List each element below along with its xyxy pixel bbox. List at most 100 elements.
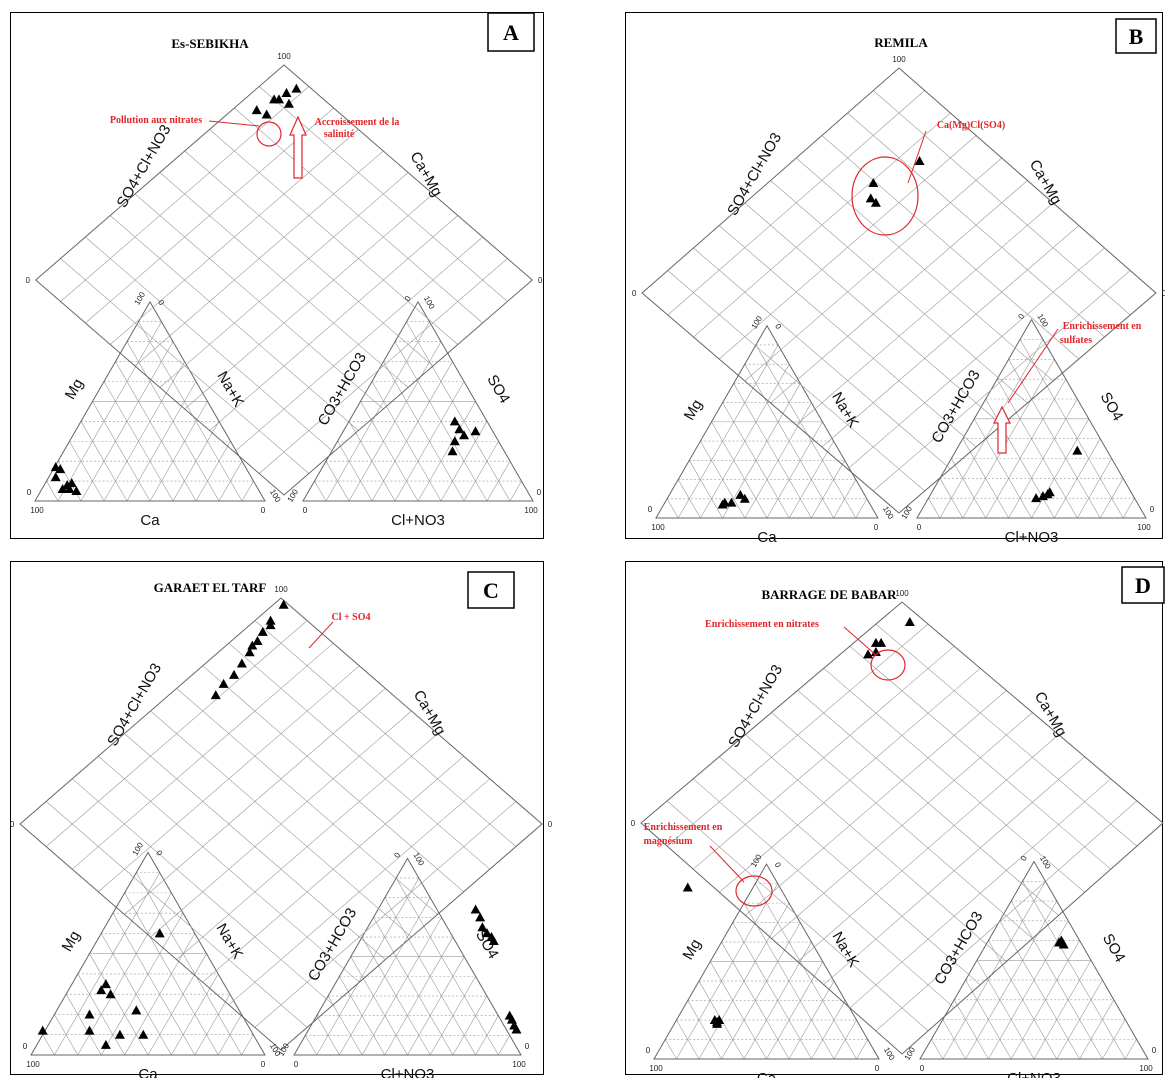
annotation-camgcl: Ca(Mg)Cl(SO4) [937, 120, 1005, 131]
cation-point [84, 1025, 95, 1035]
piper-diagram-b: REMILA B SO4+Cl+NO3 Ca+Mg Mg Na+K Ca CO3+HCO3 SO… [632, 18, 1165, 546]
tick-cation-top-zero: 0 [156, 298, 166, 307]
cation-point [105, 989, 116, 999]
tick-anion-right-zero: 0 [1150, 505, 1155, 514]
tick-cation-bottom-left: 100 [651, 523, 665, 532]
tick-anion-bottom-left: 0 [920, 1064, 925, 1073]
anion-point [511, 1024, 522, 1034]
tick-anion-left-100: 100 [286, 487, 301, 504]
anion-point [1044, 487, 1055, 497]
anion-triangle-d [919, 860, 1149, 1060]
tick-anion-top-zero: 0 [1016, 312, 1026, 321]
anion-point [477, 922, 488, 932]
diamond-point [278, 599, 289, 609]
diamond-d [640, 601, 1164, 1055]
tick-cation-top-zero: 0 [154, 849, 164, 858]
tick-cation-top: 100 [749, 852, 764, 869]
diamond-c [19, 597, 543, 1051]
diamond-point [904, 617, 915, 627]
anion-point [1072, 445, 1083, 455]
panel-letter-d: D [1135, 573, 1151, 598]
anion-point [459, 430, 469, 440]
panel-letter-box-b [1115, 18, 1157, 54]
tick-diamond-left: 0 [10, 820, 15, 829]
diamond-point [218, 678, 229, 688]
anion-point [1054, 937, 1065, 947]
tick-diamond-top: 100 [895, 589, 909, 598]
tick-anion-bottom-left: 0 [294, 1060, 299, 1069]
annotation-salinity-2: salinité [324, 129, 355, 140]
diamond-point [870, 647, 881, 657]
label-anion-bottom: Cl+NO3 [1005, 529, 1059, 546]
tick-cation-left-zero: 0 [648, 505, 653, 514]
diamond-point [265, 615, 276, 625]
cation-point [154, 928, 165, 938]
piper-panel-b: REMILA B SO4+Cl+NO3 Ca+Mg Mg Na+K Ca CO3+HCO3 SO… [625, 12, 1165, 546]
piper-panel-d: BARRAGE DE BABAR D SO4+Cl+NO3 Ca+Mg Mg Na+K Ca… [625, 561, 1165, 1078]
cation-point [84, 1009, 95, 1019]
tick-cation-bottom-left: 100 [30, 506, 44, 515]
tick-diamond-top: 100 [277, 52, 291, 61]
tick-diamond-top: 100 [274, 585, 288, 594]
tick-diamond-left: 0 [26, 276, 31, 285]
diamond-point [247, 640, 258, 650]
anion-point [475, 912, 486, 922]
anion-triangle-a [302, 300, 534, 502]
label-diamond-right: Ca+Mg [1026, 157, 1065, 208]
diamond-point [283, 98, 294, 108]
label-cation-right: Na+K [828, 389, 862, 430]
cation-point [131, 1005, 142, 1015]
cation-point [682, 882, 693, 892]
annotation-nitrates: Pollution aux nitrates [110, 115, 202, 126]
tick-anion-right-zero: 0 [525, 1042, 530, 1051]
diamond-point [261, 109, 272, 119]
arrow-up-icon [993, 405, 1011, 454]
tick-cation-left-zero: 0 [27, 488, 32, 497]
label-anion-bottom: Cl+NO3 [381, 1066, 435, 1078]
anion-point [470, 426, 481, 436]
tick-cation-left-zero: 0 [23, 1042, 28, 1051]
diamond-b [641, 67, 1157, 514]
label-anion-bottom: Cl+NO3 [1007, 1070, 1061, 1078]
label-cation-right: Na+K [213, 921, 247, 962]
panel-letter-c: C [483, 578, 499, 603]
label-diamond-left: SO4+Cl+NO3 [113, 122, 174, 211]
tick-cation-top: 100 [131, 841, 146, 858]
tick-anion-bottom-left: 0 [303, 506, 308, 515]
panel-title-b: REMILA [874, 35, 928, 50]
label-diamond-right: Ca+Mg [406, 149, 445, 200]
anion-point [449, 436, 460, 446]
piper-panel-c: GARAET EL TARF C SO4+Cl+NO3 Ca+Mg Mg Na+K Ca CO… [10, 561, 553, 1078]
anion-point [481, 928, 492, 938]
diamond-point [281, 87, 292, 97]
tick-cation-bottom-right: 0 [874, 523, 879, 532]
tick-anion-left-100: 100 [277, 1041, 292, 1058]
tick-cation-bottom-right: 0 [261, 1060, 266, 1069]
tick-anion-top: 100 [422, 295, 437, 312]
tick-diamond-right: 0 [538, 276, 543, 285]
cation-point [96, 985, 107, 995]
diamond-point [257, 626, 268, 636]
tick-cation-left-zero: 0 [646, 1046, 651, 1055]
diamond-point [863, 649, 874, 659]
label-anion-right: SO4 [1099, 931, 1129, 965]
annotation-magnesium-1: Enrichissement en [644, 822, 723, 833]
cation-point [37, 1025, 48, 1035]
annotation-sulfates-2: sulfates [1060, 335, 1092, 346]
tick-cation-top: 100 [133, 290, 148, 307]
diamond-point [870, 197, 881, 207]
tick-cation-right-100: 100 [882, 1046, 897, 1063]
tick-anion-top: 100 [1035, 312, 1050, 329]
label-diamond-left: SO4+Cl+NO3 [725, 662, 786, 751]
panel-title-c: GARAET EL TARF [154, 580, 267, 595]
cation-point [138, 1029, 149, 1039]
tick-anion-right-zero: 0 [537, 488, 542, 497]
anion-point [470, 904, 481, 914]
anion-point [488, 935, 499, 945]
cation-point [71, 486, 82, 496]
cation-point [726, 497, 737, 507]
diamond-point [236, 658, 247, 668]
label-cation-left: Mg [681, 397, 706, 424]
label-cation-right: Na+K [829, 929, 863, 970]
